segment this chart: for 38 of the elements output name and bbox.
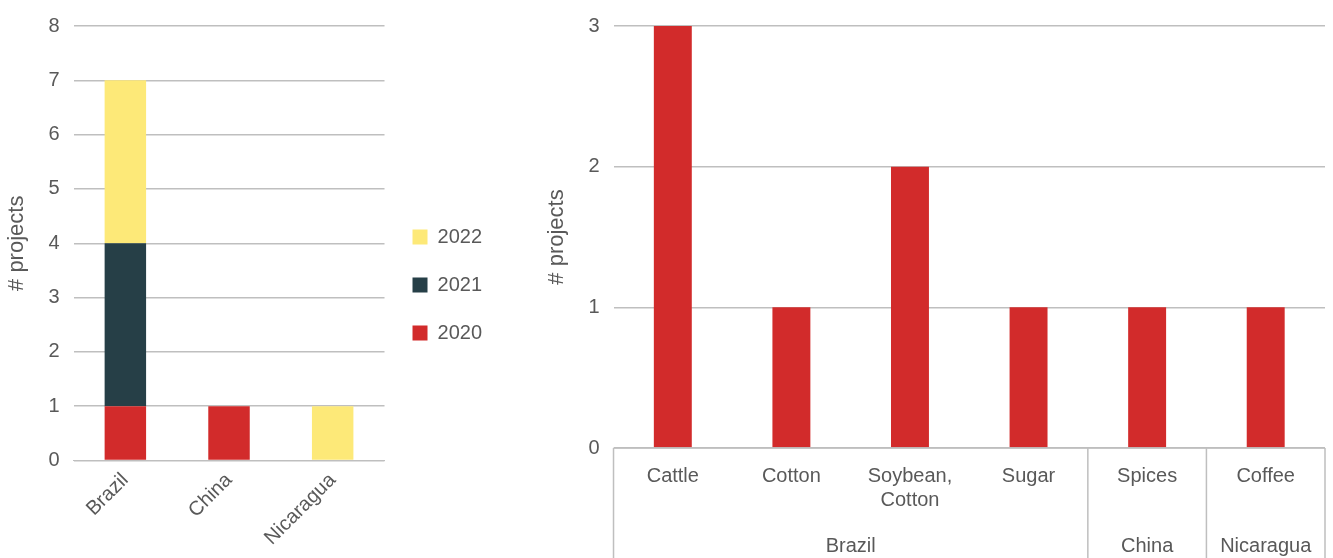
y-tick-label: 6 — [48, 122, 60, 145]
x-tick-label: Soybean, Cotton — [867, 463, 953, 510]
bar — [104, 406, 147, 460]
y-tick-label: 1 — [48, 393, 60, 416]
y-tick-label: 1 — [588, 294, 600, 317]
y-tick-label: 3 — [48, 285, 60, 308]
legend-label: 2021 — [437, 272, 483, 295]
y-tick-label: 5 — [48, 176, 60, 199]
legend-label: 2022 — [437, 224, 483, 247]
text: China — [1121, 533, 1175, 556]
y-axis-title: # projects — [543, 189, 569, 285]
y-tick-label: 3 — [588, 13, 600, 36]
x-tick-label: Sugar — [1001, 463, 1056, 486]
bar — [653, 26, 692, 448]
y-tick-label: 8 — [48, 13, 60, 36]
bar — [104, 80, 147, 244]
x-tick-label: Spices — [1117, 463, 1178, 486]
text: Brazil — [825, 533, 876, 556]
bar — [1246, 307, 1285, 448]
x-tick-label: Coffee — [1236, 463, 1295, 486]
y-tick-label: 2 — [588, 154, 600, 177]
x-tick-label: Cattle — [646, 463, 699, 486]
y-tick-label: 7 — [48, 67, 60, 90]
y-axis-title: # projects — [3, 195, 29, 291]
legend-label: 2020 — [437, 320, 483, 343]
bar — [772, 307, 811, 448]
bar — [1128, 307, 1167, 448]
bar — [208, 406, 250, 460]
x-tick-label: Cotton — [761, 463, 821, 486]
text: Nicaragua — [1220, 533, 1313, 556]
y-tick-label: 0 — [588, 435, 600, 458]
y-tick-label: 4 — [48, 230, 60, 253]
bar — [311, 406, 354, 460]
y-tick-label: 2 — [48, 339, 60, 362]
bar — [1009, 307, 1048, 448]
bar — [891, 166, 929, 448]
bar — [104, 243, 147, 407]
y-tick-label: 0 — [48, 448, 60, 471]
